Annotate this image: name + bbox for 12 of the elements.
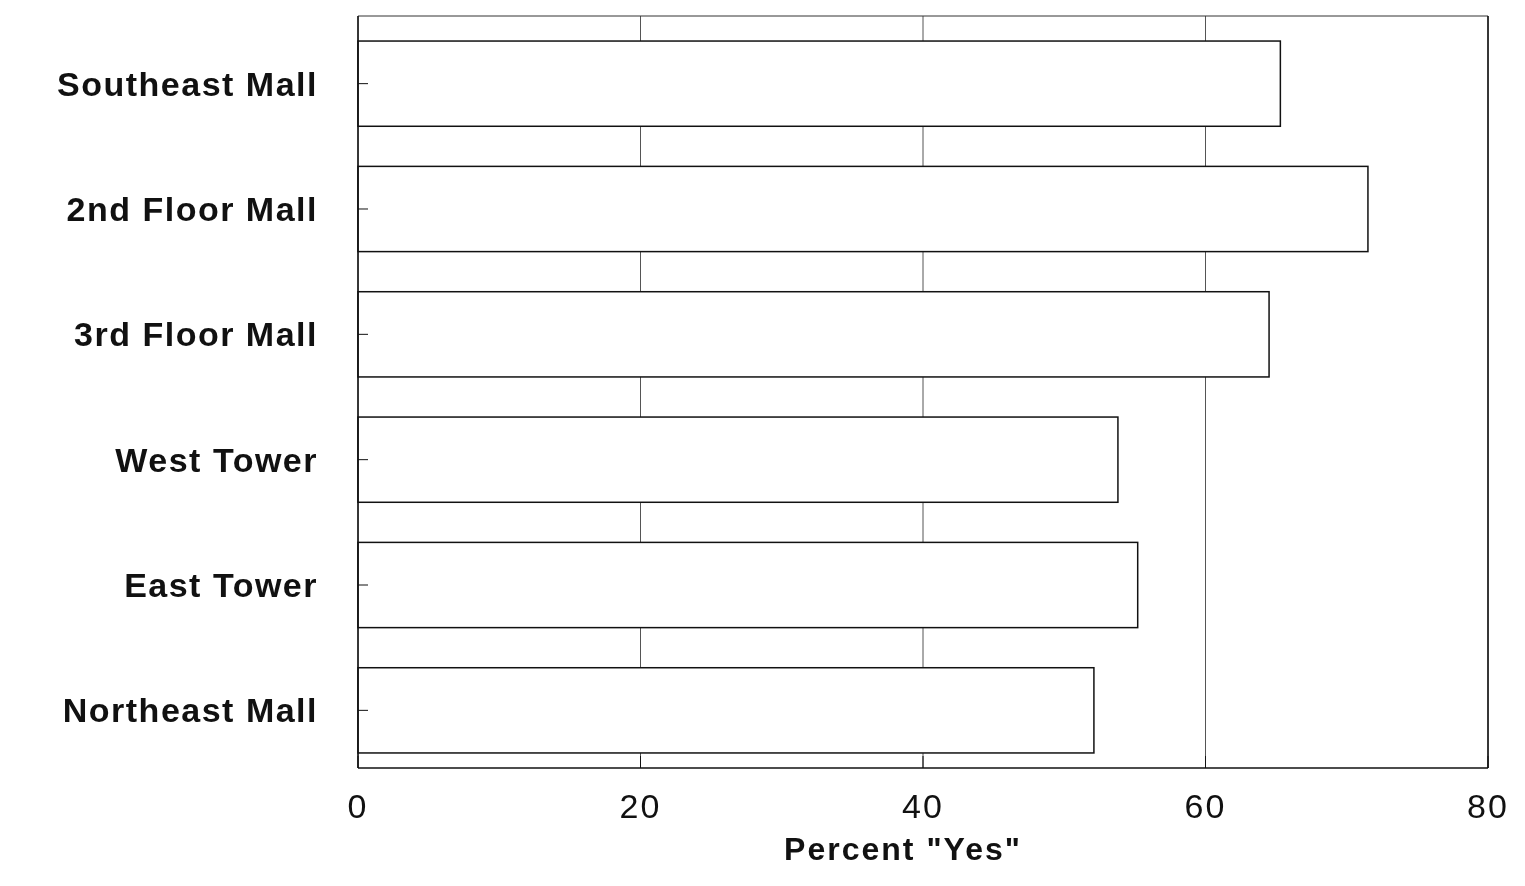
- y-tick-label: Northeast Mall: [62, 691, 318, 730]
- x-tick-label: 80: [1467, 787, 1509, 825]
- x-axis-title: Percent "Yes": [784, 831, 1022, 867]
- y-tick-label: 2nd Floor Mall: [66, 189, 318, 228]
- y-tick-label: East Tower: [124, 565, 318, 604]
- y-tick-label: Southeast Mall: [57, 64, 318, 103]
- x-tick-label: 60: [1184, 787, 1227, 825]
- y-tick-label: West Tower: [115, 440, 318, 479]
- x-tick-label: 20: [619, 787, 662, 825]
- x-tick-label: 40: [902, 787, 944, 825]
- y-tick-label: 3rd Floor Mall: [74, 315, 318, 354]
- x-tick-label: 0: [347, 787, 369, 825]
